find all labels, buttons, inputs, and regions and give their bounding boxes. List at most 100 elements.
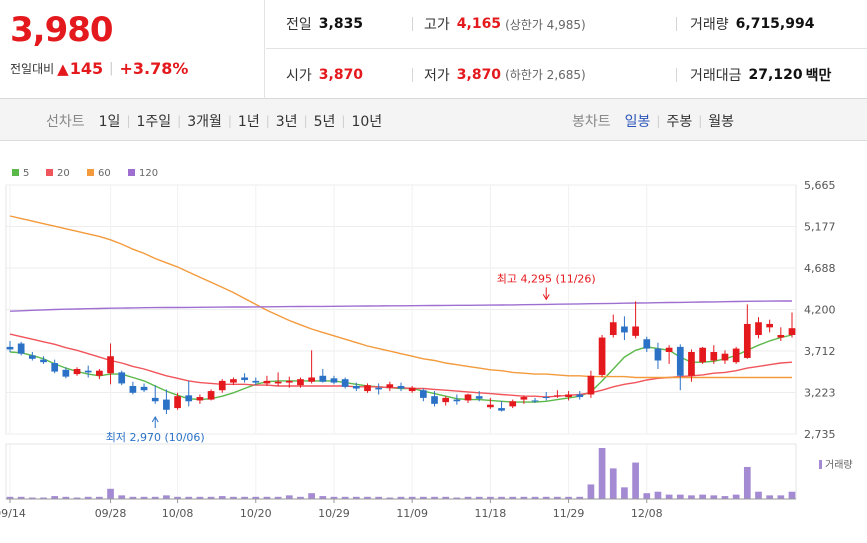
y-tick-label: 4,688: [804, 262, 836, 275]
volume-bar: [129, 496, 137, 499]
divider: |: [177, 114, 182, 128]
up-arrow-icon: [151, 416, 159, 423]
volume-bars: 거래량: [5, 443, 853, 500]
candle-body: [621, 326, 628, 333]
period-3m[interactable]: 3개월: [187, 114, 222, 130]
volume-bar: [6, 496, 14, 499]
divider: |: [227, 114, 232, 128]
volume-frame: [5, 443, 797, 500]
legend-label: 60: [98, 168, 111, 179]
tab-monthly-candle[interactable]: 월봉: [708, 114, 735, 130]
candle-body: [364, 385, 371, 392]
volume-bar: [218, 496, 226, 499]
volume-bar: [151, 496, 159, 499]
divider: [412, 67, 413, 82]
candle-body: [163, 399, 170, 410]
x-tick-label: 11/29: [553, 507, 585, 520]
candle-body: [386, 384, 394, 388]
candle-body: [699, 347, 706, 363]
stat-value: 3,870: [318, 66, 364, 83]
period-1y[interactable]: 1년: [237, 114, 260, 130]
volume-bar: [252, 496, 260, 499]
period-1d[interactable]: 1일: [98, 114, 121, 130]
tab-daily-candle[interactable]: 일봉: [624, 114, 651, 130]
candle-body: [185, 395, 193, 402]
candle-body: [609, 322, 617, 335]
y-tick-label: 3,712: [804, 345, 836, 358]
candle-body: [464, 394, 472, 401]
volume-bar: [330, 496, 338, 499]
volume-bar: [587, 484, 595, 499]
candles: [6, 301, 796, 415]
candle-body: [196, 397, 204, 401]
divider: [676, 67, 677, 82]
volume-bar: [688, 495, 695, 499]
candle-body: [431, 396, 438, 404]
volume-bar: [28, 497, 36, 499]
period-10y[interactable]: 10년: [351, 114, 383, 130]
x-tick-label: 11/18: [475, 507, 507, 520]
period-3y[interactable]: 3년: [275, 114, 298, 130]
x-tick-label: 10/08: [162, 507, 194, 520]
candle-body: [96, 370, 103, 376]
candle-body: [330, 378, 338, 383]
divider: |: [265, 114, 270, 128]
stat-label: 거래대금: [690, 67, 742, 84]
amount-stat: 거래대금 27,120 백만: [690, 65, 831, 85]
line-chart-label: 선차트: [46, 114, 85, 130]
y-tick-label: 5,177: [804, 220, 836, 233]
candle-body: [475, 396, 483, 399]
volume-bar: [263, 496, 271, 499]
candle-body: [17, 343, 25, 354]
volume-bar: [285, 495, 293, 499]
volume-bar: [542, 496, 550, 499]
divider: |: [341, 114, 346, 128]
volume-bar: [520, 496, 528, 499]
candle-body: [107, 356, 114, 374]
candle-body: [721, 353, 729, 361]
volume-bar: [207, 496, 215, 499]
candle-body: [498, 408, 505, 411]
volume-bar: [230, 496, 237, 499]
stat-value: 3,835: [318, 16, 364, 32]
stat-label: 저가: [424, 67, 450, 84]
volume-bar: [732, 494, 740, 499]
candle-body: [732, 348, 740, 363]
up-triangle-icon: ▲: [57, 59, 69, 78]
volume-bar: [531, 496, 539, 499]
change-value: 145: [69, 59, 104, 78]
period-5y[interactable]: 5년: [313, 114, 336, 130]
volume-bar: [621, 487, 628, 499]
candle-body: [487, 404, 494, 408]
volume-bar: [40, 497, 47, 499]
price-change: 전일대비 ▲ 145 | +3.78%: [10, 59, 188, 78]
volume-bar: [453, 497, 461, 499]
chart-toolbar: 선차트 1일 | 1주일 | 3개월 | 1년 | 3년 | 5년 | 10년 …: [0, 99, 867, 141]
candle-body: [453, 399, 461, 402]
candle-body: [654, 348, 662, 361]
volume-bar: [710, 495, 718, 499]
chart-grid: [5, 184, 797, 499]
volume-bar: [777, 495, 785, 499]
candle-body: [274, 381, 282, 384]
stat-unit: 백만: [805, 67, 832, 84]
x-tick-label: 11/09: [396, 507, 428, 520]
volume-bar: [498, 496, 505, 499]
divider: [676, 17, 677, 31]
volume-bar: [62, 496, 70, 499]
tab-weekly-candle[interactable]: 주봉: [666, 114, 693, 130]
divider: [412, 17, 413, 31]
stat-label: 시가: [286, 67, 312, 84]
period-1w[interactable]: 1주일: [136, 114, 172, 130]
volume-bar: [632, 462, 639, 499]
candle-body: [140, 386, 148, 391]
candle-body: [408, 387, 416, 392]
volume-bar: [419, 496, 427, 499]
candle-body: [297, 379, 304, 386]
candle-body: [263, 380, 271, 384]
x-tick-label: 10/20: [240, 507, 272, 520]
candle-body: [520, 397, 528, 400]
volume-bar: [743, 466, 751, 499]
candle-body: [542, 397, 550, 399]
volume-bar: [565, 496, 572, 499]
